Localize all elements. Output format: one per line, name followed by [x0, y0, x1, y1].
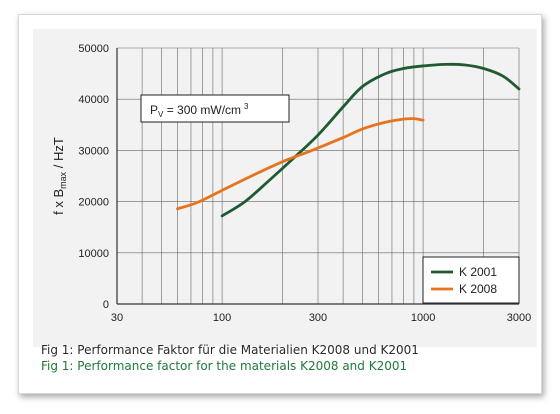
y-tick-label: 0	[103, 299, 109, 311]
y-tick-label: 20000	[78, 197, 109, 209]
legend-label: K 2008	[459, 282, 497, 296]
caption-english: Fig 1: Performance factor for the materi…	[41, 359, 408, 373]
y-axis-label: f x Bmax / HzT	[51, 137, 68, 215]
x-tick-label: 300	[309, 312, 327, 324]
x-tick-label: 3000	[507, 312, 531, 324]
annotation-text: PV = 300 mW/cm 3	[150, 102, 249, 119]
caption-german: Fig 1: Performance Faktor für die Materi…	[41, 343, 419, 357]
legend-box	[422, 256, 520, 304]
y-tick-label: 30000	[78, 145, 109, 157]
y-tick-label: 10000	[78, 248, 109, 260]
legend-label: K 2001	[459, 265, 497, 279]
y-tick-label: 40000	[78, 94, 109, 106]
annotation-box	[140, 94, 290, 123]
x-tick-label: 1000	[411, 312, 435, 324]
figure-card: 0 10000 20000 30000 40000 50000 30 100 300 1000 30…	[18, 14, 542, 394]
y-tick-label: 50000	[78, 43, 109, 55]
performance-chart: 0 10000 20000 30000 40000 50000 30 100 300 1000 30…	[51, 43, 531, 324]
x-tick-label: 30	[111, 312, 123, 324]
x-tick-label: 100	[213, 312, 231, 324]
chart-panel: 0 10000 20000 30000 40000 50000 30 100 300 1000 30…	[33, 29, 537, 347]
series-line-k2008	[176, 117, 425, 211]
series-line-k2001	[220, 62, 521, 218]
